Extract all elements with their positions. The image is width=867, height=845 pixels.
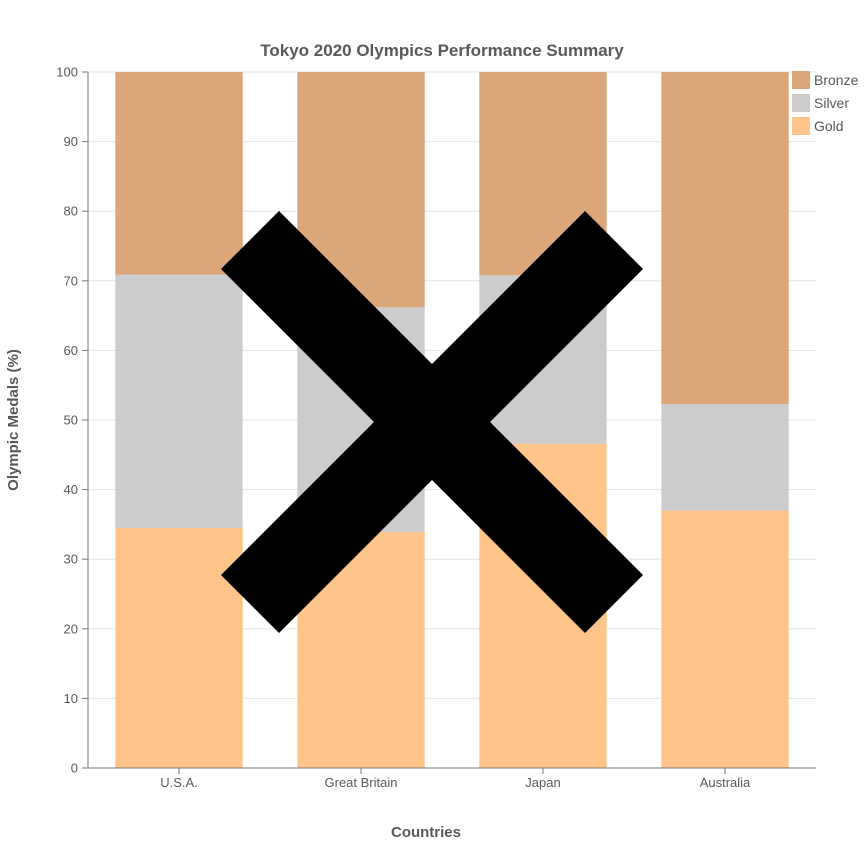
y-tick-label: 80 xyxy=(64,204,78,219)
y-tick-label: 40 xyxy=(64,482,78,497)
chart-title: Tokyo 2020 Olympics Performance Summary xyxy=(260,41,624,60)
bar-gold-0 xyxy=(115,527,243,768)
bar-gold-3 xyxy=(661,510,789,768)
y-tick-label: 50 xyxy=(64,413,78,428)
x-tick-label: Japan xyxy=(525,775,560,790)
legend-label-silver: Silver xyxy=(814,95,849,111)
x-tick-label: Great Britain xyxy=(325,775,398,790)
x-ticks: U.S.A. Great Britain Japan Australia xyxy=(160,768,751,790)
y-axis-title: Olympic Medals (%) xyxy=(5,349,22,491)
legend-swatch-gold xyxy=(792,117,810,135)
y-tick-label: 90 xyxy=(64,134,78,149)
x-tick-label: Australia xyxy=(700,775,751,790)
bar-silver-0 xyxy=(115,274,243,528)
bar-bronze-0 xyxy=(115,72,243,275)
legend-label-bronze: Bronze xyxy=(814,72,859,88)
y-tick-label: 30 xyxy=(64,552,78,567)
y-tick-label: 10 xyxy=(64,691,78,706)
y-tick-label: 60 xyxy=(64,343,78,358)
legend-label-gold: Gold xyxy=(814,118,844,134)
legend: Bronze Silver Gold xyxy=(792,71,859,135)
x-tick-label: U.S.A. xyxy=(160,775,198,790)
y-tick-label: 0 xyxy=(71,761,78,776)
y-ticks: 0 10 20 30 40 50 60 70 80 90 100 xyxy=(56,65,88,776)
y-tick-label: 70 xyxy=(64,273,78,288)
bar-bronze-3 xyxy=(661,72,789,404)
y-tick-label: 100 xyxy=(56,65,78,80)
x-axis-title: Countries xyxy=(391,824,461,841)
legend-swatch-bronze xyxy=(792,71,810,89)
legend-swatch-silver xyxy=(792,94,810,112)
bar-silver-3 xyxy=(661,403,789,511)
cross-mark-icon xyxy=(221,211,643,633)
y-tick-label: 20 xyxy=(64,621,78,636)
